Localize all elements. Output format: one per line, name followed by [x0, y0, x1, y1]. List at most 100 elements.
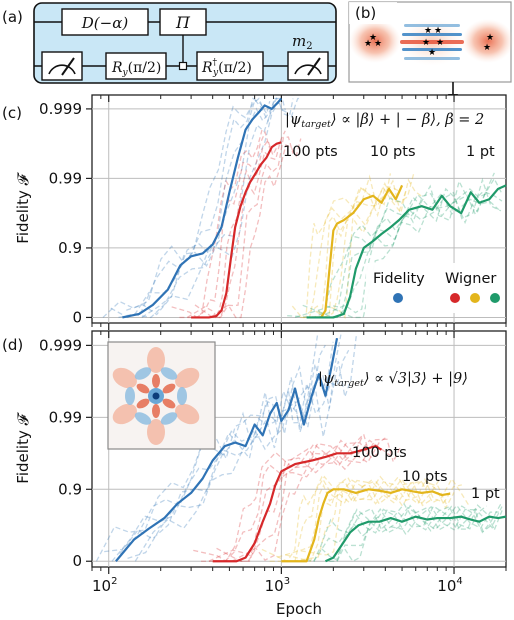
series-line-10-pts: [311, 184, 404, 319]
series-annotation: 100 pts: [283, 144, 338, 160]
dashed-trace: [201, 432, 371, 562]
inset-lobe: [125, 387, 135, 405]
x-tick-label: 104: [437, 576, 462, 595]
series-annotation: 10 pts: [370, 144, 416, 160]
plot-panel-d: 102 103 104 0 0.9 0.99 0.999 Fidelity 𝓕 |ψtarget…: [14, 330, 507, 595]
measurement-meter-icon: [41, 51, 83, 81]
dashed-trace: [110, 97, 271, 319]
dashed-trace: [126, 97, 286, 316]
panel-label-a: (a): [2, 8, 23, 26]
svg-text:★: ★: [422, 38, 430, 48]
legend-fidelity-label: Fidelity: [373, 271, 425, 287]
dashed-trace: [194, 130, 286, 319]
legend-wigner-label: Wigner: [445, 271, 496, 287]
legend-marker-wigner-100: [450, 293, 460, 303]
plot-title: |ψtarget⟩ ∝ √3|3⟩ + |9⟩: [318, 371, 468, 389]
panel-label-b: (b): [355, 4, 376, 22]
legend-marker-fidelity: [393, 293, 403, 303]
series-annotation: 1 pt: [471, 486, 500, 502]
series-line-fidelity: [122, 97, 283, 319]
panel-label-d: (d): [2, 336, 23, 354]
inset-lobe: [160, 367, 178, 380]
inset-lobe: [134, 412, 152, 425]
y-tick-label: 0.9: [58, 239, 82, 257]
plot-panel-c: 0 0.9 0.99 0.999 Fidelity 𝓕 |ψtarget⟩ ∝ |β⟩ +…: [14, 94, 507, 330]
dashed-trace: [315, 179, 407, 319]
control-node: [178, 61, 188, 71]
series-line-100-pts: [191, 141, 282, 319]
dashed-trace: [231, 439, 402, 562]
inset-lobe: [162, 398, 176, 409]
wigner-image-b: ★ ★ ★ ★ ★ ★ ★ ★ ★ ★ (b): [348, 1, 514, 101]
svg-text:★: ★: [374, 39, 382, 49]
dashed-trace: [294, 172, 495, 319]
dashed-trace: [323, 173, 415, 319]
measurement-meter-icon: [287, 51, 329, 81]
dashed-trace: [202, 136, 294, 319]
y-tick-label: 0.9: [58, 480, 82, 498]
dashed-trace: [179, 130, 271, 319]
dashed-trace: [313, 502, 495, 562]
y-axis-label: Fidelity 𝓕: [14, 171, 32, 243]
series-annotation: 100 pts: [352, 445, 407, 461]
dashed-trace: [302, 177, 503, 319]
dashed-trace: [141, 97, 301, 318]
inset-lobe: [152, 404, 160, 418]
legend-marker-wigner-10: [470, 293, 480, 303]
inset-lobe: [112, 367, 137, 389]
svg-text:★: ★: [428, 48, 436, 58]
dashed-trace: [134, 334, 358, 562]
plot-title: |ψtarget⟩ ∝ |β⟩ + | − β⟩, β = 2: [285, 112, 484, 130]
svg-text:★: ★: [369, 33, 377, 43]
wigner-inset-d: [107, 341, 216, 450]
svg-text:★: ★: [424, 26, 432, 36]
dashed-trace: [171, 129, 263, 319]
ry-dagger-label: R† y(π/2): [201, 58, 252, 78]
legend-marker-wigner-1: [490, 293, 500, 303]
dashed-trace: [127, 349, 350, 559]
dashed-trace: [208, 442, 378, 562]
inset-lobe: [112, 403, 137, 425]
y-tick-label: 0.999: [39, 336, 82, 354]
svg-text:★: ★: [434, 26, 442, 36]
series-line-1-pt: [306, 184, 507, 319]
dashed-trace: [292, 475, 462, 562]
dashed-trace: [111, 341, 334, 562]
ry-dagger-gate: [196, 51, 264, 81]
dashed-trace: [291, 174, 384, 319]
series-line-100-pts: [212, 445, 383, 563]
inset-lobe: [147, 347, 165, 373]
dashed-trace: [305, 505, 487, 562]
dashed-trace: [321, 505, 503, 561]
dashed-trace: [186, 138, 279, 319]
series-line-1-pt: [324, 515, 507, 563]
series-annotation: 10 pts: [402, 469, 448, 485]
y-tick-label: 0.999: [39, 100, 82, 118]
series-line-10-pts: [281, 488, 451, 563]
ry-label: Ry(π/2): [111, 60, 161, 78]
x-tick-label: 103: [265, 576, 290, 595]
x-tick-label: 102: [92, 576, 117, 595]
series-line-fidelity: [115, 337, 339, 562]
displacement-label: D(−α): [81, 14, 129, 32]
y-tick-label: 0.99: [49, 408, 82, 426]
y-axis-label: Fidelity 𝓕: [14, 411, 32, 483]
inset-lobe: [160, 412, 178, 425]
dashed-trace: [210, 138, 302, 319]
inset-lobe: [175, 403, 200, 425]
dashed-trace: [344, 504, 499, 563]
legend-box: [366, 263, 505, 313]
svg-text:★: ★: [364, 39, 372, 49]
displacement-gate: [61, 8, 149, 36]
dashed-trace: [310, 187, 503, 319]
inset-lobe: [152, 374, 160, 388]
dashed-trace: [277, 475, 447, 558]
dashed-trace: [287, 188, 487, 319]
x-axis-label: Epoch: [276, 600, 322, 618]
dashed-trace: [329, 505, 503, 562]
dashed-trace: [307, 185, 399, 318]
dashed-trace: [102, 97, 263, 318]
dashed-trace: [224, 438, 394, 562]
inset-lobe: [136, 383, 150, 394]
ry-gate: [105, 52, 167, 80]
